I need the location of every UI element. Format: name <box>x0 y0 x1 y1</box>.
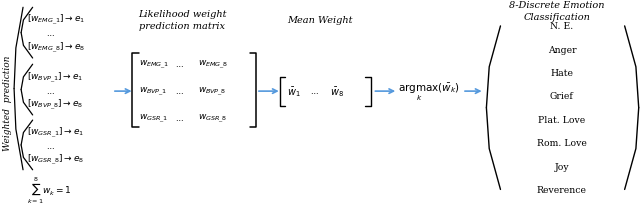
Text: $[w_{GSR\_1}] \rightarrow e_1$: $[w_{GSR\_1}] \rightarrow e_1$ <box>27 125 84 139</box>
Text: $\cdots$: $\cdots$ <box>46 142 55 150</box>
Text: $\cdots$: $\cdots$ <box>46 30 55 38</box>
Text: $[w_{EMG\_1}] \rightarrow e_1$: $[w_{EMG\_1}] \rightarrow e_1$ <box>27 13 85 27</box>
Text: $\cdots$: $\cdots$ <box>175 115 184 122</box>
Text: Joy: Joy <box>555 162 569 171</box>
Text: Likelihood weight
prediction matrix: Likelihood weight prediction matrix <box>138 10 227 31</box>
Text: $\cdots$: $\cdots$ <box>175 61 184 69</box>
Text: Rom. Love: Rom. Love <box>537 139 587 147</box>
Text: $\sum_{k=1}^{8} w_k = 1$: $\sum_{k=1}^{8} w_k = 1$ <box>27 174 72 205</box>
Text: $w_{EMG\_1}$: $w_{EMG\_1}$ <box>139 59 169 71</box>
Text: Grief: Grief <box>550 92 574 101</box>
Text: Mean Weight: Mean Weight <box>287 16 353 25</box>
Text: $w_{GSR\_1}$: $w_{GSR\_1}$ <box>139 112 168 125</box>
Text: $[w_{BVP\_8}] \rightarrow e_8$: $[w_{BVP\_8}] \rightarrow e_8$ <box>27 97 83 112</box>
Text: $\bar{w}_1$: $\bar{w}_1$ <box>287 85 300 98</box>
Text: N. E.: N. E. <box>550 22 573 31</box>
Text: $\cdots$: $\cdots$ <box>175 88 184 96</box>
Text: Anger: Anger <box>548 46 576 55</box>
Text: $\bar{w}_8$: $\bar{w}_8$ <box>330 85 344 98</box>
Text: Weighted  prediction: Weighted prediction <box>3 56 12 150</box>
Text: 8-Discrete Emotion
Classification: 8-Discrete Emotion Classification <box>509 1 605 22</box>
Text: $\underset{k}{\mathrm{argmax}}(\bar{w}_k)$: $\underset{k}{\mathrm{argmax}}(\bar{w}_k… <box>398 81 460 102</box>
Text: $[w_{BVP\_1}] \rightarrow e_1$: $[w_{BVP\_1}] \rightarrow e_1$ <box>27 70 83 84</box>
Text: $w_{EMG\_8}$: $w_{EMG\_8}$ <box>198 59 228 71</box>
Text: $w_{BVP\_1}$: $w_{BVP\_1}$ <box>139 85 167 98</box>
Text: $w_{GSR\_8}$: $w_{GSR\_8}$ <box>198 112 228 125</box>
Text: $[w_{EMG\_8}] \rightarrow e_8$: $[w_{EMG\_8}] \rightarrow e_8$ <box>27 40 85 55</box>
Text: $w_{BVP\_8}$: $w_{BVP\_8}$ <box>198 85 227 98</box>
Text: Reverence: Reverence <box>537 185 587 194</box>
Text: $\cdots$: $\cdots$ <box>310 88 319 96</box>
Text: Plat. Love: Plat. Love <box>538 115 586 124</box>
Text: Hate: Hate <box>550 69 573 78</box>
Text: $\cdots$: $\cdots$ <box>46 88 55 96</box>
Text: $[w_{GSR\_8}] \rightarrow e_8$: $[w_{GSR\_8}] \rightarrow e_8$ <box>27 152 84 166</box>
